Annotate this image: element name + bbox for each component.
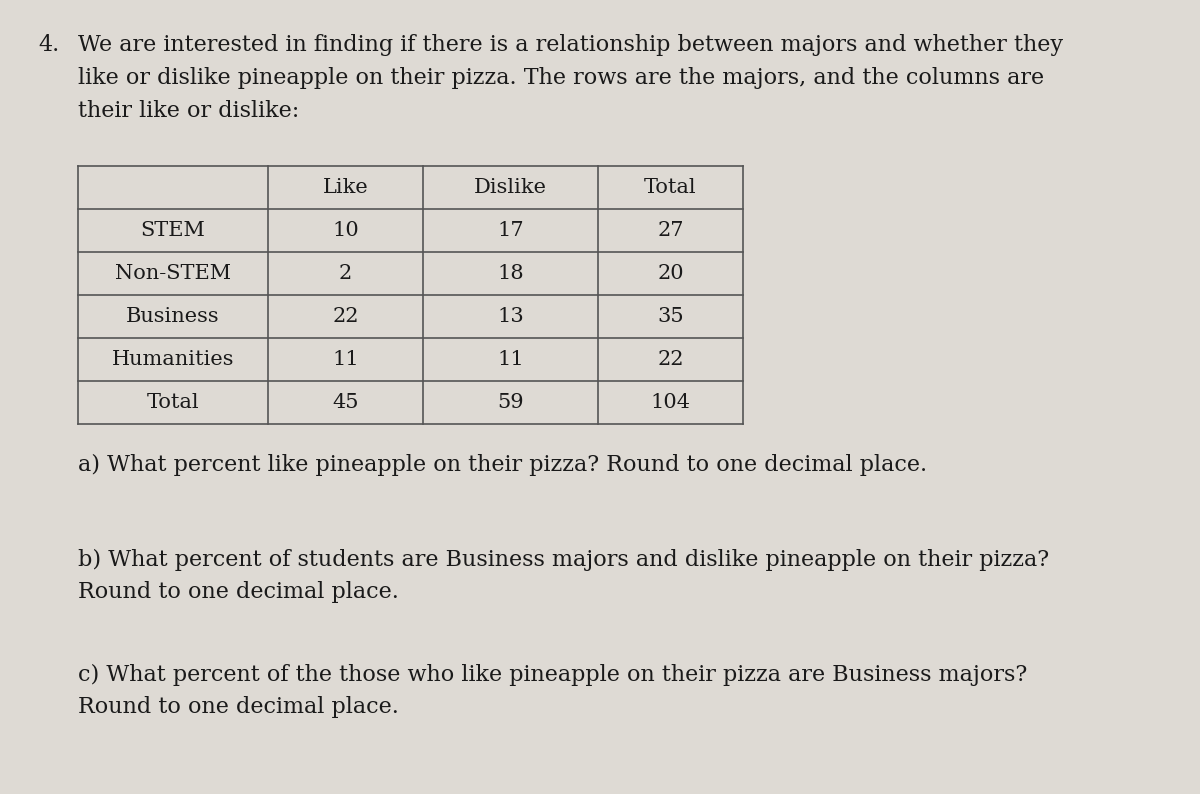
Text: STEM: STEM xyxy=(140,221,205,240)
Text: 4.: 4. xyxy=(38,34,59,56)
Text: We are interested in finding if there is a relationship between majors and wheth: We are interested in finding if there is… xyxy=(78,34,1063,122)
Text: 10: 10 xyxy=(332,221,359,240)
Text: Total: Total xyxy=(146,393,199,412)
Text: 22: 22 xyxy=(332,307,359,326)
Bar xyxy=(78,166,743,424)
Text: 18: 18 xyxy=(497,264,524,283)
Text: 2: 2 xyxy=(338,264,352,283)
Text: a) What percent like pineapple on their pizza? Round to one decimal place.: a) What percent like pineapple on their … xyxy=(78,454,928,476)
Text: Humanities: Humanities xyxy=(112,350,234,369)
Text: 27: 27 xyxy=(658,221,684,240)
Text: Non-STEM: Non-STEM xyxy=(115,264,230,283)
Text: c) What percent of the those who like pineapple on their pizza are Business majo: c) What percent of the those who like pi… xyxy=(78,664,1027,719)
Text: Business: Business xyxy=(126,307,220,326)
Text: 11: 11 xyxy=(497,350,524,369)
Text: b) What percent of students are Business majors and dislike pineapple on their p: b) What percent of students are Business… xyxy=(78,549,1049,603)
Text: 22: 22 xyxy=(658,350,684,369)
Text: 17: 17 xyxy=(497,221,524,240)
Text: 13: 13 xyxy=(497,307,524,326)
Text: 35: 35 xyxy=(658,307,684,326)
Text: 45: 45 xyxy=(332,393,359,412)
Text: 104: 104 xyxy=(650,393,690,412)
Text: Total: Total xyxy=(644,178,697,197)
Text: Dislike: Dislike xyxy=(474,178,547,197)
Text: 20: 20 xyxy=(658,264,684,283)
Text: Like: Like xyxy=(323,178,368,197)
Text: 11: 11 xyxy=(332,350,359,369)
Text: 59: 59 xyxy=(497,393,524,412)
